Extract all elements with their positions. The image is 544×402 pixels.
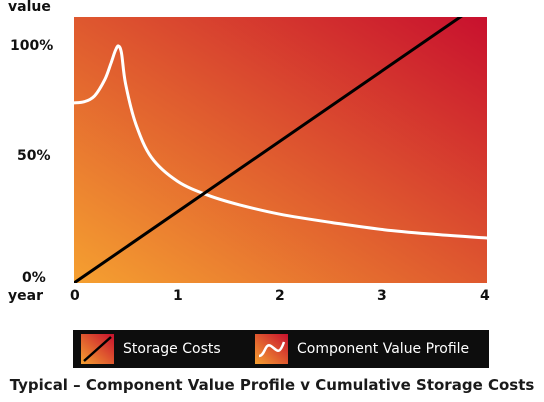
- y-axis-label: value: [8, 0, 51, 15]
- x-axis-label: year: [8, 288, 43, 304]
- x-tick-label: 2: [275, 288, 285, 304]
- y-tick-label: 0%: [22, 270, 46, 286]
- series-line-storage-costs: [74, 17, 463, 283]
- x-tick-label: 1: [173, 288, 183, 304]
- series-line-component-value-profile: [74, 44, 487, 240]
- x-tick-label: 0: [70, 288, 80, 304]
- plot-area: [74, 17, 487, 283]
- legend-label: Storage Costs: [123, 341, 221, 357]
- chart-title: Typical – Component Value Profile v Cumu…: [9, 376, 535, 394]
- legend-item-storage-costs: Storage Costs: [81, 334, 221, 364]
- x-tick-label: 3: [377, 288, 387, 304]
- x-tick-label: 4: [480, 288, 490, 304]
- y-tick-label: 100%: [10, 38, 54, 54]
- plot-background: [74, 17, 487, 283]
- legend: Storage Costs Component Value Profile: [73, 330, 489, 368]
- value-profile-swatch-icon: [255, 334, 288, 364]
- legend-label: Component Value Profile: [297, 341, 470, 357]
- y-tick-label: 50%: [17, 148, 51, 164]
- legend-item-component-value-profile: Component Value Profile: [255, 334, 469, 364]
- storage-costs-swatch-icon: [81, 334, 114, 364]
